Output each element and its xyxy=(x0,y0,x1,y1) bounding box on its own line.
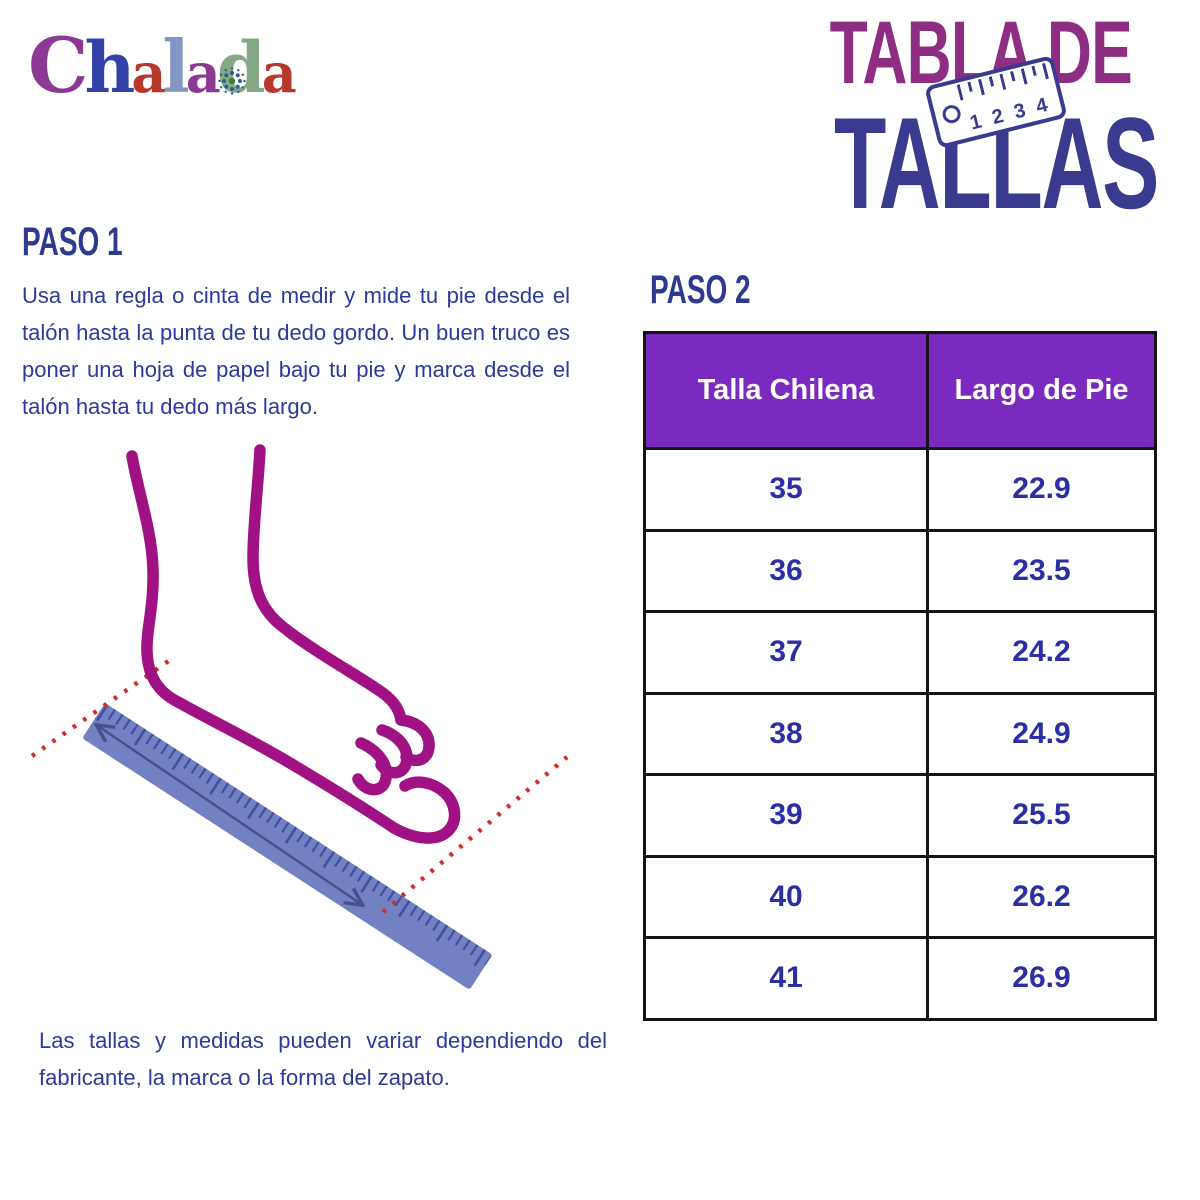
logo-letter: d xyxy=(216,26,266,109)
talla-value: 39 xyxy=(643,773,929,858)
size-table: Talla Chilena Largo de Pie 35 22.9 36 23… xyxy=(643,331,1157,1021)
step-1-heading: PASO 1 xyxy=(22,220,123,264)
talla-value: 35 xyxy=(643,447,929,532)
table-row: 37 24.2 xyxy=(643,610,1157,695)
largo-value: 24.2 xyxy=(926,610,1157,695)
text-line: Las tallas y medidas pueden variar depen… xyxy=(39,1028,607,1053)
brand-logo: Chalada xyxy=(28,16,297,116)
largo-value: 26.9 xyxy=(926,936,1157,1021)
step-2-heading: PASO 2 xyxy=(650,268,751,312)
foot-outline xyxy=(126,444,461,844)
table-row: 35 22.9 xyxy=(643,447,1157,532)
logo-letter: a xyxy=(261,41,297,105)
text-line: talón hasta tu dedo más largo. xyxy=(22,394,318,419)
text-line: fabricante, la marca o la forma del zapa… xyxy=(39,1065,450,1090)
toe-guide-dotted-line xyxy=(381,755,569,914)
table-row: 38 24.9 xyxy=(643,691,1157,776)
logo-flower-icon xyxy=(218,67,246,95)
talla-value: 38 xyxy=(643,691,929,776)
table-row: 39 25.5 xyxy=(643,773,1157,858)
largo-value: 25.5 xyxy=(926,773,1157,858)
text-line: Usa una regla o cinta de medir y mide tu… xyxy=(22,283,570,308)
largo-value: 22.9 xyxy=(926,447,1157,532)
table-header-row: Talla Chilena Largo de Pie xyxy=(643,331,1157,450)
table-row: 40 26.2 xyxy=(643,854,1157,939)
table-row: 36 23.5 xyxy=(643,528,1157,613)
largo-value: 24.9 xyxy=(926,691,1157,776)
text-line: talón hasta la punta de tu dedo gordo. U… xyxy=(22,320,570,345)
text-line: poner una hoja de papel bajo tu pie y ma… xyxy=(22,357,570,382)
largo-value: 26.2 xyxy=(926,854,1157,939)
foot-measurement-illustration xyxy=(30,444,569,989)
page-title: TABLA DE TALLAS xyxy=(798,0,1160,229)
logo-letter: l xyxy=(162,24,189,109)
talla-value: 37 xyxy=(643,610,929,695)
column-header-talla-chilena: Talla Chilena xyxy=(643,331,929,450)
logo-letter: a xyxy=(131,41,166,105)
measure-arrow xyxy=(98,726,361,904)
footnote: Las tallas y medidas pueden variar depen… xyxy=(39,1022,607,1096)
logo-letter: C xyxy=(28,21,88,110)
largo-value: 23.5 xyxy=(926,528,1157,613)
column-header-largo-de-pie: Largo de Pie xyxy=(926,331,1157,450)
talla-value: 36 xyxy=(643,528,929,613)
table-row: 41 26.9 xyxy=(643,936,1157,1021)
talla-value: 41 xyxy=(643,936,929,1021)
step-1-instructions: Usa una regla o cinta de medir y mide tu… xyxy=(22,277,570,425)
logo-letter: h xyxy=(84,26,136,109)
logo-letter: a xyxy=(185,41,221,105)
talla-value: 40 xyxy=(643,854,929,939)
